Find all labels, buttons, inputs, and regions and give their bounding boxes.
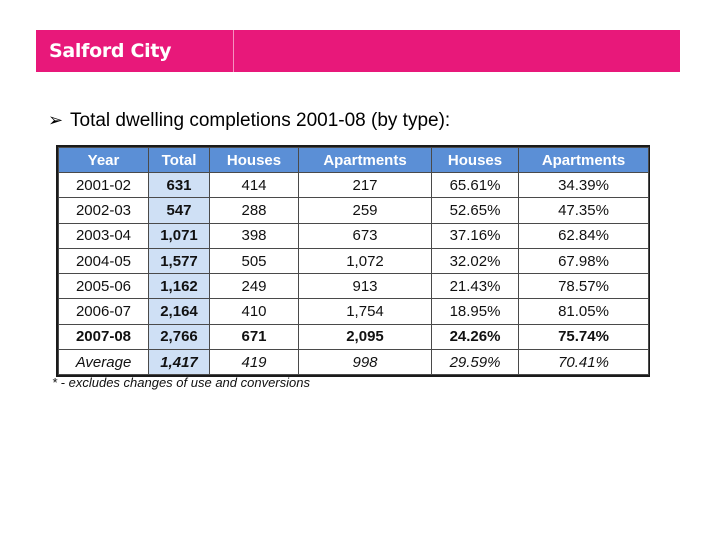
cell-houses: 288 xyxy=(209,197,299,224)
cell-total: 2,164 xyxy=(148,298,210,325)
table-row: 2001-02 631 414 217 65.61% 34.39% xyxy=(58,171,649,199)
table-row: 2003-04 1,071 398 673 37.16% 62.84% xyxy=(58,222,649,249)
arrow-bullet-icon: ➢ xyxy=(48,110,64,130)
col-header-year: Year xyxy=(58,147,149,173)
cell-apartments-pct: 75.74% xyxy=(518,323,649,351)
cell-apartments-pct: 34.39% xyxy=(518,171,649,199)
completions-table: Year Total Houses Apartments Houses Apar… xyxy=(56,145,650,378)
cell-houses: 671 xyxy=(209,323,299,351)
cell-total: 1,577 xyxy=(148,247,210,275)
cell-total: 631 xyxy=(148,171,210,199)
cell-houses: 419 xyxy=(209,349,299,376)
slide-heading: ➢ Total dwelling completions 2001-08 (by … xyxy=(48,107,450,133)
cell-apartments: 913 xyxy=(298,273,432,300)
cell-apartments-pct: 70.41% xyxy=(518,349,649,376)
cell-apartments-pct: 62.84% xyxy=(518,222,649,249)
cell-houses-pct: 24.26% xyxy=(431,323,519,351)
cell-apartments: 2,095 xyxy=(298,323,432,351)
cell-apartments: 673 xyxy=(298,222,432,249)
col-header-total: Total xyxy=(148,147,210,173)
cell-total: 2,766 xyxy=(148,323,210,351)
header-banner: Salford City Council xyxy=(36,30,680,104)
cell-total: 1,162 xyxy=(148,273,210,300)
cell-houses: 414 xyxy=(209,171,299,199)
col-header-houses-pct: Houses xyxy=(431,147,519,173)
cell-apartments-pct: 67.98% xyxy=(518,247,649,275)
cell-year: 2007-08 xyxy=(58,323,149,351)
table-row: 2006-07 2,164 410 1,754 18.95% 81.05% xyxy=(58,298,649,325)
cell-year: 2003-04 xyxy=(58,222,149,249)
cell-year: Average xyxy=(58,349,149,376)
cell-year: 2006-07 xyxy=(58,298,149,325)
cell-year: 2004-05 xyxy=(58,247,149,275)
cell-apartments-pct: 47.35% xyxy=(518,197,649,224)
cell-houses-pct: 21.43% xyxy=(431,273,519,300)
cell-houses-pct: 65.61% xyxy=(431,171,519,199)
table-row: 2004-05 1,577 505 1,072 32.02% 67.98% xyxy=(58,247,649,275)
table-header-row: Year Total Houses Apartments Houses Apar… xyxy=(58,147,649,173)
cell-apartments: 998 xyxy=(298,349,432,376)
table-row: 2005-06 1,162 249 913 21.43% 78.57% xyxy=(58,273,649,300)
cell-houses-pct: 37.16% xyxy=(431,222,519,249)
cell-total: 1,071 xyxy=(148,222,210,249)
table-row: 2002-03 547 288 259 52.65% 47.35% xyxy=(58,197,649,224)
cell-year: 2002-03 xyxy=(58,197,149,224)
table-row-latest: 2007-08 2,766 671 2,095 24.26% 75.74% xyxy=(58,323,649,351)
cell-apartments: 1,072 xyxy=(298,247,432,275)
cell-houses: 398 xyxy=(209,222,299,249)
cell-apartments: 217 xyxy=(298,171,432,199)
cell-apartments: 259 xyxy=(298,197,432,224)
cell-houses-pct: 29.59% xyxy=(431,349,519,376)
cell-apartments: 1,754 xyxy=(298,298,432,325)
cell-total: 1,417 xyxy=(148,349,210,376)
table-footnote: * - excludes changes of use and conversi… xyxy=(52,375,310,390)
cell-houses: 249 xyxy=(209,273,299,300)
col-header-apartments-pct: Apartments xyxy=(518,147,649,173)
cell-houses: 505 xyxy=(209,247,299,275)
col-header-apartments: Apartments xyxy=(298,147,432,173)
cell-houses: 410 xyxy=(209,298,299,325)
table-row-average: Average 1,417 419 998 29.59% 70.41% xyxy=(58,349,649,376)
cell-houses-pct: 52.65% xyxy=(431,197,519,224)
council-logo-text: Salford City Council xyxy=(36,30,234,104)
cell-houses-pct: 32.02% xyxy=(431,247,519,275)
cell-total: 547 xyxy=(148,197,210,224)
cell-houses-pct: 18.95% xyxy=(431,298,519,325)
cell-year: 2005-06 xyxy=(58,273,149,300)
heading-text: Total dwelling completions 2001-08 (by t… xyxy=(70,110,451,131)
col-header-houses: Houses xyxy=(209,147,299,173)
cell-year: 2001-02 xyxy=(58,171,149,199)
cell-apartments-pct: 78.57% xyxy=(518,273,649,300)
cell-apartments-pct: 81.05% xyxy=(518,298,649,325)
